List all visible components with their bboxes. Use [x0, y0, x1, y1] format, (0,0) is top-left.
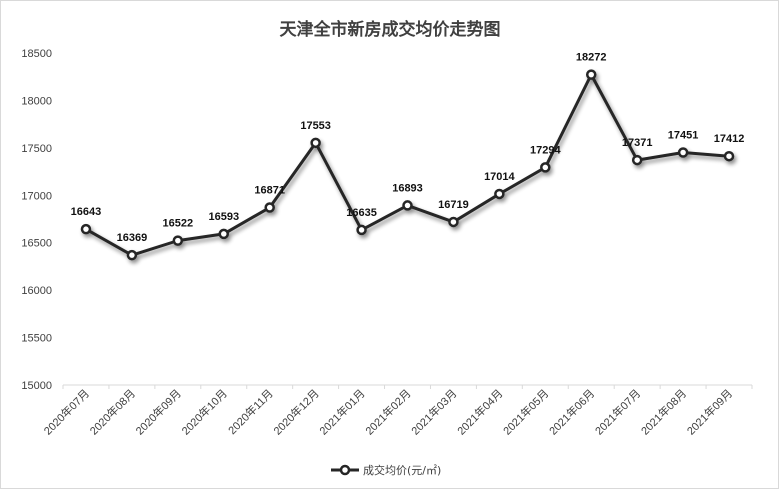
- data-label: 17553: [300, 120, 331, 132]
- y-tick-label: 15500: [21, 333, 52, 345]
- data-point: [218, 228, 230, 240]
- y-tick-label: 15000: [21, 380, 52, 392]
- data-point: [356, 224, 367, 236]
- data-label: 17371: [622, 137, 653, 149]
- data-label: 16893: [392, 182, 423, 194]
- legend-marker-swatch: [339, 464, 351, 476]
- chart-title: 天津全市新房成交均价走势图: [280, 19, 501, 40]
- y-tick-label: 18000: [21, 95, 52, 107]
- data-point: [677, 147, 689, 158]
- data-point: [310, 137, 321, 149]
- y-tick-label: 18500: [21, 48, 52, 60]
- legend: 成交均价(元/㎡): [331, 463, 441, 477]
- data-point: [264, 202, 275, 213]
- data-label: 16871: [254, 185, 285, 197]
- data-point: [172, 235, 184, 246]
- data-point: [585, 69, 597, 80]
- data-label: 16593: [208, 211, 239, 223]
- data-label: 17451: [668, 130, 699, 142]
- y-tick-label: 16500: [21, 238, 52, 250]
- y-tick-label: 17000: [21, 190, 52, 202]
- data-point: [402, 200, 413, 211]
- data-label: 16635: [346, 207, 377, 219]
- legend-label: 成交均价(元/㎡): [363, 463, 441, 477]
- data-label: 17014: [484, 171, 515, 183]
- data-label: 17412: [714, 133, 745, 145]
- data-label: 16719: [438, 199, 469, 211]
- data-point: [631, 154, 643, 166]
- data-label: 16369: [117, 232, 148, 244]
- data-point: [540, 162, 551, 173]
- data-label: 16522: [163, 218, 194, 230]
- data-label: 16643: [71, 206, 102, 218]
- data-point: [723, 150, 735, 162]
- data-point: [80, 223, 92, 235]
- y-tick-label: 17500: [21, 143, 52, 155]
- data-point: [494, 188, 505, 200]
- data-label: 18272: [576, 52, 607, 64]
- data-label: 17294: [530, 144, 561, 156]
- data-point: [448, 216, 459, 228]
- y-tick-label: 16000: [21, 285, 52, 297]
- data-point: [126, 249, 138, 261]
